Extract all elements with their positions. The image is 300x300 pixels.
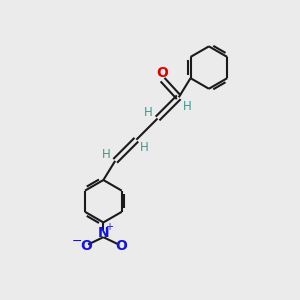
Text: N: N <box>98 226 109 240</box>
Text: H: H <box>140 141 149 154</box>
Text: H: H <box>102 148 111 161</box>
Text: −: − <box>72 235 82 248</box>
Text: H: H <box>183 100 191 112</box>
Text: +: + <box>105 222 113 233</box>
Text: O: O <box>80 239 92 253</box>
Text: H: H <box>144 106 153 118</box>
Text: O: O <box>115 239 127 253</box>
Text: O: O <box>156 66 168 80</box>
